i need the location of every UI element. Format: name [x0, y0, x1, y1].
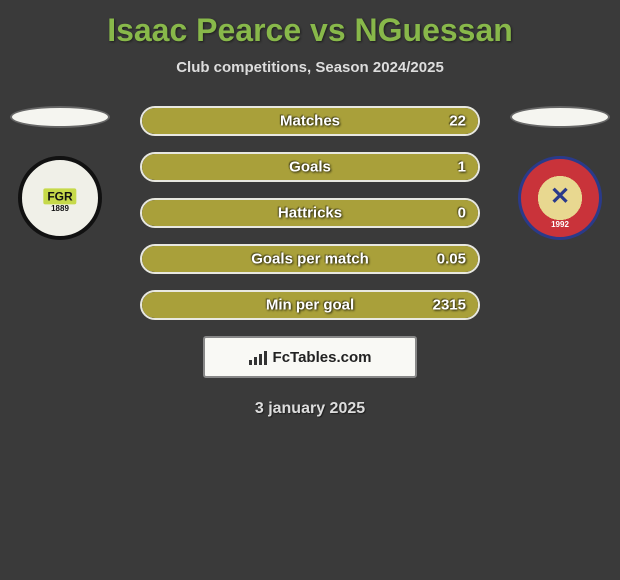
team-left-column [10, 106, 110, 240]
stat-row-goals: Goals 1 [140, 152, 480, 182]
fctables-logo-box[interactable]: FcTables.com [203, 336, 417, 378]
stat-label: Hattricks [278, 205, 342, 222]
stat-row-min-per-goal: Min per goal 2315 [140, 290, 480, 320]
stats-container: Matches 22 Goals 1 Hattricks 0 Goals per… [140, 106, 480, 320]
stat-row-goals-per-match: Goals per match 0.05 [140, 244, 480, 274]
team-left-crest [18, 156, 102, 240]
stat-label: Goals [289, 159, 331, 176]
date-text: 3 january 2025 [0, 400, 620, 418]
stat-row-matches: Matches 22 [140, 106, 480, 136]
stat-value: 22 [449, 113, 466, 130]
subtitle: Club competitions, Season 2024/2025 [0, 59, 620, 76]
stat-value: 0 [458, 205, 466, 222]
page-title: Isaac Pearce vs NGuessan [0, 0, 620, 49]
team-right-crest [518, 156, 602, 240]
stat-row-hattricks: Hattricks 0 [140, 198, 480, 228]
ellipse-marker-left [10, 106, 110, 128]
comparison-area: Matches 22 Goals 1 Hattricks 0 Goals per… [0, 106, 620, 418]
stat-value: 2315 [433, 297, 466, 314]
ellipse-marker-right [510, 106, 610, 128]
team-right-column [510, 106, 610, 240]
stat-label: Matches [280, 113, 340, 130]
stat-label: Goals per match [251, 251, 369, 268]
stat-value: 0.05 [437, 251, 466, 268]
fctables-logo-text: FcTables.com [273, 349, 372, 366]
chart-icon [249, 349, 267, 365]
stat-label: Min per goal [266, 297, 354, 314]
stat-value: 1 [458, 159, 466, 176]
